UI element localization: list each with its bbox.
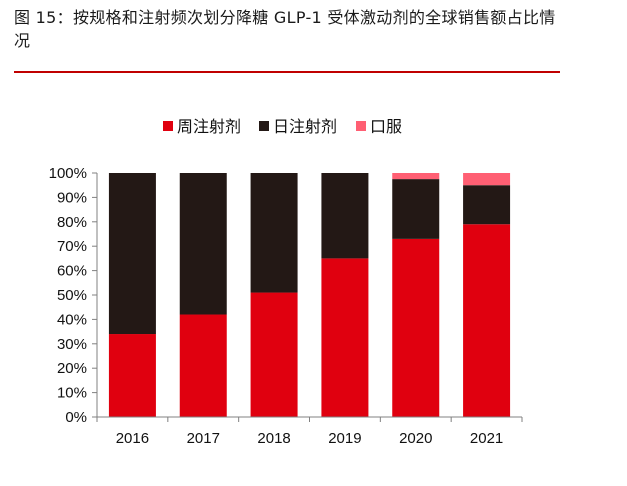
y-tick-label-3: 30%	[57, 336, 87, 353]
y-tick-label-4: 40%	[57, 311, 87, 328]
x-tick-label-2016: 2016	[116, 430, 149, 447]
legend-label-3: 口服	[370, 117, 402, 136]
x-tick-label-2017: 2017	[187, 430, 220, 447]
bar-2021-series-2	[463, 185, 511, 225]
bar-2017-series-2	[179, 173, 227, 315]
title-underline	[14, 71, 560, 73]
bar-2016-series-2	[108, 173, 156, 335]
figure-title: 图 15：按规格和注射频次划分降糖 GLP-1 受体激动剂的全球销售额占比情况	[14, 8, 556, 50]
bar-2018-series-1	[250, 292, 298, 417]
y-tick-label-8: 80%	[57, 214, 87, 231]
y-tick-label-10: 100%	[49, 165, 87, 182]
x-tick-label-2018: 2018	[257, 430, 290, 447]
x-tick-label-2021: 2021	[470, 430, 503, 447]
bar-2020-series-2	[392, 179, 440, 239]
x-tick-label-2020: 2020	[399, 430, 432, 447]
legend-swatch-1	[163, 121, 173, 131]
bar-2016-series-1	[108, 334, 156, 417]
bar-2019-series-2	[321, 173, 369, 259]
y-tick-label-6: 60%	[57, 263, 87, 280]
legend-label-1: 周注射剂	[177, 117, 241, 136]
figure-title-block: 图 15：按规格和注射频次划分降糖 GLP-1 受体激动剂的全球销售额占比情况	[14, 6, 560, 52]
legend-label-2: 日注射剂	[273, 117, 337, 136]
bar-2018-series-2	[250, 173, 298, 293]
bar-2019-series-1	[321, 258, 369, 417]
y-tick-label-2: 20%	[57, 360, 87, 377]
y-tick-label-1: 10%	[57, 385, 87, 402]
bar-2020-series-3	[392, 173, 440, 180]
bar-2017-series-1	[179, 314, 227, 417]
x-tick-label-2019: 2019	[328, 430, 361, 447]
legend-swatch-2	[259, 121, 269, 131]
bar-2020-series-1	[392, 238, 440, 417]
legend-swatch-3	[356, 121, 366, 131]
bar-2021-series-1	[463, 224, 511, 417]
y-tick-label-9: 90%	[57, 189, 87, 206]
y-tick-label-0: 0%	[65, 409, 87, 426]
bar-2021-series-3	[463, 173, 511, 186]
y-tick-label-5: 50%	[57, 287, 87, 304]
y-tick-label-7: 70%	[57, 238, 87, 255]
